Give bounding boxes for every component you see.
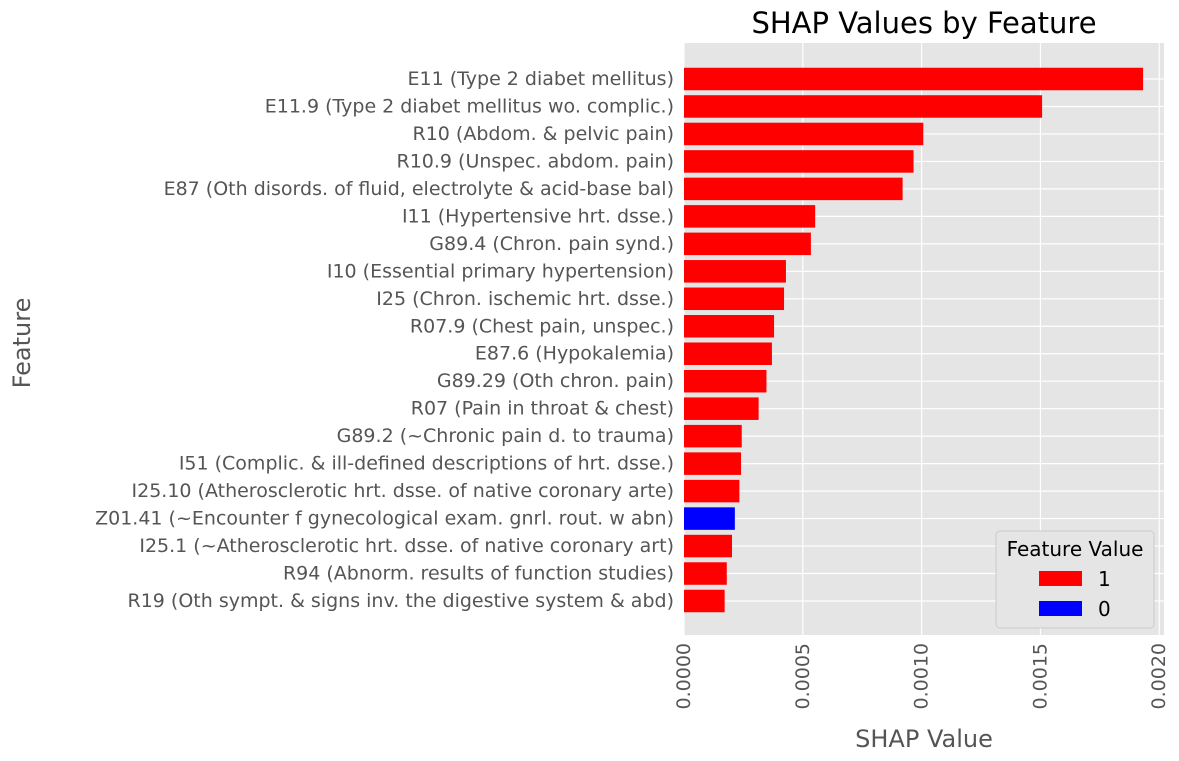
bar — [684, 315, 775, 338]
bar — [684, 589, 725, 613]
x-axis-label: SHAP Value — [855, 725, 993, 753]
y-tick-label: R10 (Abdom. & pelvic pain) — [413, 123, 675, 145]
bar — [684, 424, 742, 448]
bar — [684, 534, 732, 558]
bar — [684, 205, 816, 228]
y-tick-label: I25 (Chron. ischemic hrt. dsse.) — [376, 288, 674, 310]
x-tick-label: 0.0020 — [1148, 643, 1170, 709]
y-tick-label: G89.29 (Oth chron. pain) — [437, 370, 674, 392]
legend-label-0: 0 — [1098, 597, 1111, 621]
y-tick-label: R19 (Oth sympt. & signs inv. the digesti… — [128, 590, 674, 612]
bar — [684, 369, 767, 393]
y-tick-label: E11 (Type 2 diabet mellitus) — [407, 68, 674, 90]
bar — [684, 232, 811, 256]
y-tick-label: E87 (Oth disords. of fluid, electrolyte … — [164, 178, 674, 200]
y-tick-label: R07 (Pain in throat & chest) — [411, 398, 674, 420]
x-tick-label: 0.0010 — [911, 643, 933, 709]
y-tick-label: I25.10 (Atherosclerotic hrt. dsse. of na… — [132, 480, 674, 502]
y-tick-label: I51 (Complic. & ill-defined descriptions… — [179, 453, 674, 475]
bar — [684, 260, 786, 283]
bar — [684, 67, 1144, 91]
x-tick-labels: 0.0000 0.0005 0.0010 0.0015 0.0020 — [673, 643, 1170, 709]
y-tick-label: E87.6 (Hypokalemia) — [475, 343, 674, 365]
y-tick-label: R94 (Abnorm. results of function studies… — [283, 563, 674, 585]
legend-label-1: 1 — [1098, 567, 1111, 591]
y-tick-label: R07.9 (Chest pain, unspec.) — [410, 315, 674, 337]
y-tick-labels: E11 (Type 2 diabet mellitus) E11.9 (Type … — [95, 68, 674, 612]
bar — [684, 452, 742, 475]
y-tick-label: G89.2 (~Chronic pain d. to trauma) — [337, 425, 674, 447]
legend-swatch-1 — [1039, 571, 1082, 586]
chart-title: SHAP Values by Feature — [751, 6, 1096, 40]
legend: Feature Value 1 0 — [995, 530, 1155, 629]
legend-swatch-0 — [1039, 601, 1082, 616]
bar — [684, 397, 759, 420]
y-tick-label: G89.4 (Chron. pain synd.) — [429, 233, 674, 255]
bar — [684, 562, 727, 585]
bar — [684, 177, 903, 201]
bar — [684, 150, 914, 173]
bar — [684, 287, 785, 311]
y-tick-label: E11.9 (Type 2 diabet mellitus wo. compli… — [265, 95, 674, 117]
y-tick-label: I11 (Hypertensive hrt. dsse.) — [402, 205, 674, 227]
x-tick-label: 0.0015 — [1029, 643, 1051, 709]
y-tick-label: I25.1 (~Atherosclerotic hrt. dsse. of na… — [139, 535, 674, 557]
bar-layer — [684, 67, 1144, 613]
x-tick-label: 0.0000 — [673, 643, 695, 709]
x-tick-label: 0.0005 — [792, 643, 814, 709]
y-tick-label: R10.9 (Unspec. abdom. pain) — [397, 150, 675, 172]
y-axis-label: Feature — [8, 298, 36, 389]
bar — [684, 342, 772, 365]
bar — [684, 95, 1043, 118]
y-tick-label: I10 (Essential primary hypertension) — [327, 260, 674, 282]
legend-title: Feature Value — [1007, 537, 1144, 561]
y-tick-label: Z01.41 (~Encounter f gynecological exam.… — [95, 508, 674, 530]
bar — [684, 507, 735, 530]
bar — [684, 122, 924, 146]
bar — [684, 479, 740, 503]
